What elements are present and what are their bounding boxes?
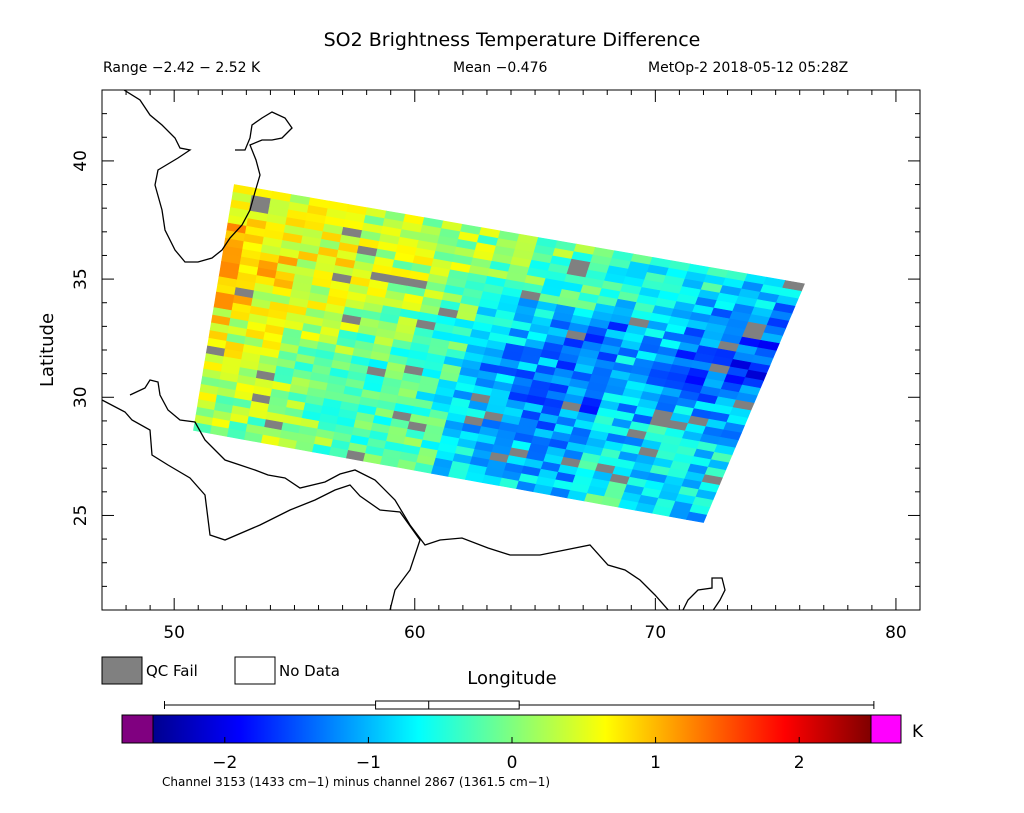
legend: QC Fail No Data xyxy=(101,656,340,685)
range-text: Range −2.42 − 2.52 K xyxy=(103,60,261,76)
y-axis: 25 30 35 40 xyxy=(71,89,920,611)
colorbar-tick-label: 0 xyxy=(507,753,518,773)
x-axis: 50 60 70 80 xyxy=(101,90,921,643)
colorbar-tick-label: −2 xyxy=(212,753,237,773)
qc-fail-label: QC Fail xyxy=(146,662,198,680)
swath-cell xyxy=(686,511,708,523)
boxplot-box xyxy=(375,700,520,710)
colorbar: K −2 −1 0 1 2 xyxy=(121,700,924,773)
mean-text: Mean −0.476 xyxy=(453,60,547,76)
x-tick-label: 70 xyxy=(645,623,667,643)
y-tick-label: 40 xyxy=(71,150,91,172)
plot-area xyxy=(101,89,921,611)
colorbar-unit: K xyxy=(912,722,924,742)
chart-title: SO2 Brightness Temperature Difference xyxy=(324,29,701,51)
distribution-boxplot xyxy=(163,700,875,710)
colorbar-ticks: −2 −1 0 1 2 xyxy=(212,737,805,773)
x-tick-label: 60 xyxy=(404,623,426,643)
coastline xyxy=(102,90,726,610)
y-tick-label: 30 xyxy=(71,386,91,408)
swath-cells xyxy=(193,184,805,523)
colorbar-below-range xyxy=(121,714,154,744)
satellite-text: MetOp-2 2018-05-12 05:28Z xyxy=(648,60,848,76)
colorbar-tick-label: 2 xyxy=(794,753,805,773)
x-tick-label: 50 xyxy=(163,623,185,643)
no-data-swatch xyxy=(234,656,276,685)
footnote: Channel 3153 (1433 cm−1) minus channel 2… xyxy=(162,775,550,789)
colorbar-tick-label: −1 xyxy=(356,753,381,773)
y-tick-label: 25 xyxy=(71,505,91,527)
colorbar-above-range xyxy=(870,714,902,744)
y-axis-label: Latitude xyxy=(37,313,58,387)
x-tick-label: 80 xyxy=(885,623,907,643)
x-axis-label: Longitude xyxy=(467,668,557,689)
qc-fail-swatch xyxy=(101,656,143,685)
y-tick-label: 35 xyxy=(71,268,91,290)
colorbar-tick-label: 1 xyxy=(650,753,661,773)
no-data-label: No Data xyxy=(279,662,340,680)
